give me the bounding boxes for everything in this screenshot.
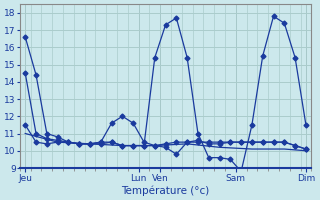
X-axis label: Température (°c): Température (°c) [122,185,210,196]
